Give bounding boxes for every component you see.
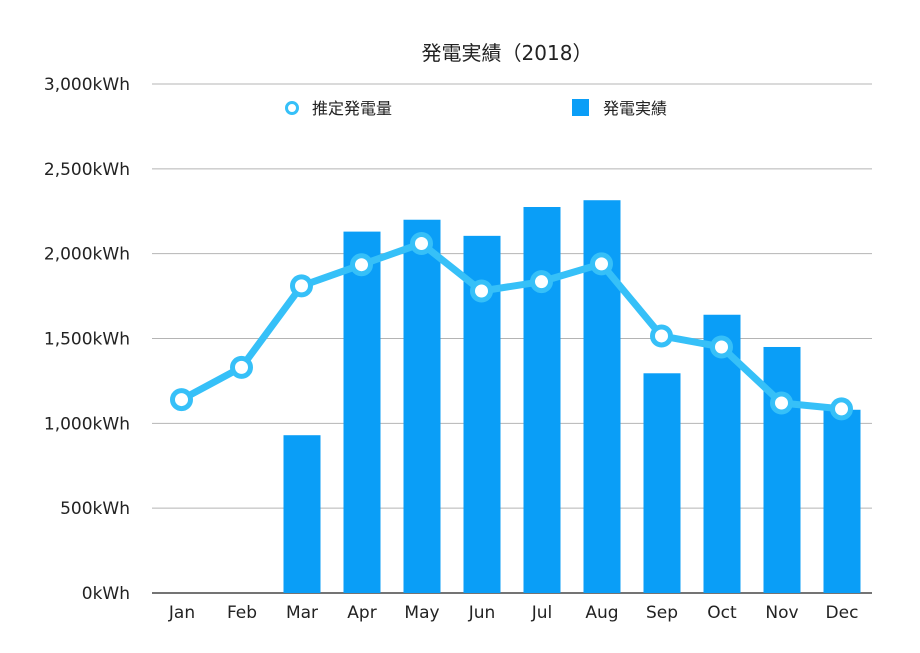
x-axis-ticks: Jan Feb Mar Apr May Jun Jul Aug Sep Oct Nov Dec bbox=[168, 603, 859, 623]
x-tick-label: Apr bbox=[347, 603, 376, 623]
line-point-nov bbox=[770, 391, 793, 415]
y-tick-label: 1,500kWh bbox=[44, 330, 130, 350]
y-tick-label: 1,000kWh bbox=[44, 414, 130, 434]
y-tick-label: 2,000kWh bbox=[44, 245, 130, 265]
line-point-jul bbox=[530, 270, 553, 294]
line-point-aug bbox=[590, 252, 613, 276]
line-path bbox=[178, 239, 845, 413]
y-tick-label: 0kWh bbox=[82, 584, 130, 604]
x-tick-label: Nov bbox=[765, 603, 798, 623]
line-point-sep bbox=[650, 324, 673, 348]
y-axis-ticks: 0kWh 500kWh 1,000kWh 1,500kWh 2,000kWh 2,500k… bbox=[44, 75, 130, 604]
x-tick-label: Dec bbox=[826, 603, 859, 623]
x-tick-label: Oct bbox=[707, 603, 737, 623]
bar-series bbox=[283, 200, 861, 594]
x-tick-label: Jun bbox=[468, 603, 496, 623]
x-tick-label: Jul bbox=[531, 603, 553, 623]
line-point-feb bbox=[230, 355, 253, 379]
line-point-jan bbox=[170, 388, 193, 412]
line-point-mar bbox=[290, 274, 313, 298]
y-tick-label: 3,000kWh bbox=[44, 75, 130, 95]
legend-line-marker-icon bbox=[285, 101, 299, 115]
line-point-may bbox=[410, 231, 433, 255]
line-point-dec bbox=[830, 397, 853, 421]
bar-dec bbox=[823, 409, 861, 593]
chart-title: 発電実績（2018） bbox=[422, 41, 593, 65]
x-tick-label: Jan bbox=[168, 603, 195, 623]
bar-nov bbox=[763, 346, 801, 593]
legend-bar-label: 発電実績 bbox=[603, 99, 667, 118]
x-tick-label: Mar bbox=[286, 603, 318, 623]
legend: 推定発電量 発電実績 bbox=[285, 99, 667, 118]
legend-item-bar: 発電実績 bbox=[572, 99, 667, 118]
bar-mar bbox=[283, 435, 321, 593]
gridlines bbox=[152, 83, 872, 594]
legend-item-line: 推定発電量 bbox=[285, 99, 392, 118]
legend-bar-square-icon bbox=[572, 99, 589, 116]
line-point-apr bbox=[350, 253, 373, 277]
line-point-oct bbox=[710, 335, 733, 359]
bar-jul bbox=[523, 207, 561, 593]
x-tick-label: Aug bbox=[585, 603, 618, 623]
line-series bbox=[170, 231, 853, 421]
bar-apr bbox=[343, 231, 381, 594]
y-tick-label: 2,500kWh bbox=[44, 160, 130, 180]
y-tick-label: 500kWh bbox=[60, 499, 130, 519]
bar-sep bbox=[643, 373, 681, 593]
bar-may bbox=[403, 219, 441, 593]
x-tick-label: Sep bbox=[646, 603, 678, 623]
x-tick-label: May bbox=[404, 603, 439, 623]
line-point-jun bbox=[470, 279, 493, 303]
legend-line-label: 推定発電量 bbox=[312, 99, 392, 118]
x-tick-label: Feb bbox=[227, 603, 257, 623]
